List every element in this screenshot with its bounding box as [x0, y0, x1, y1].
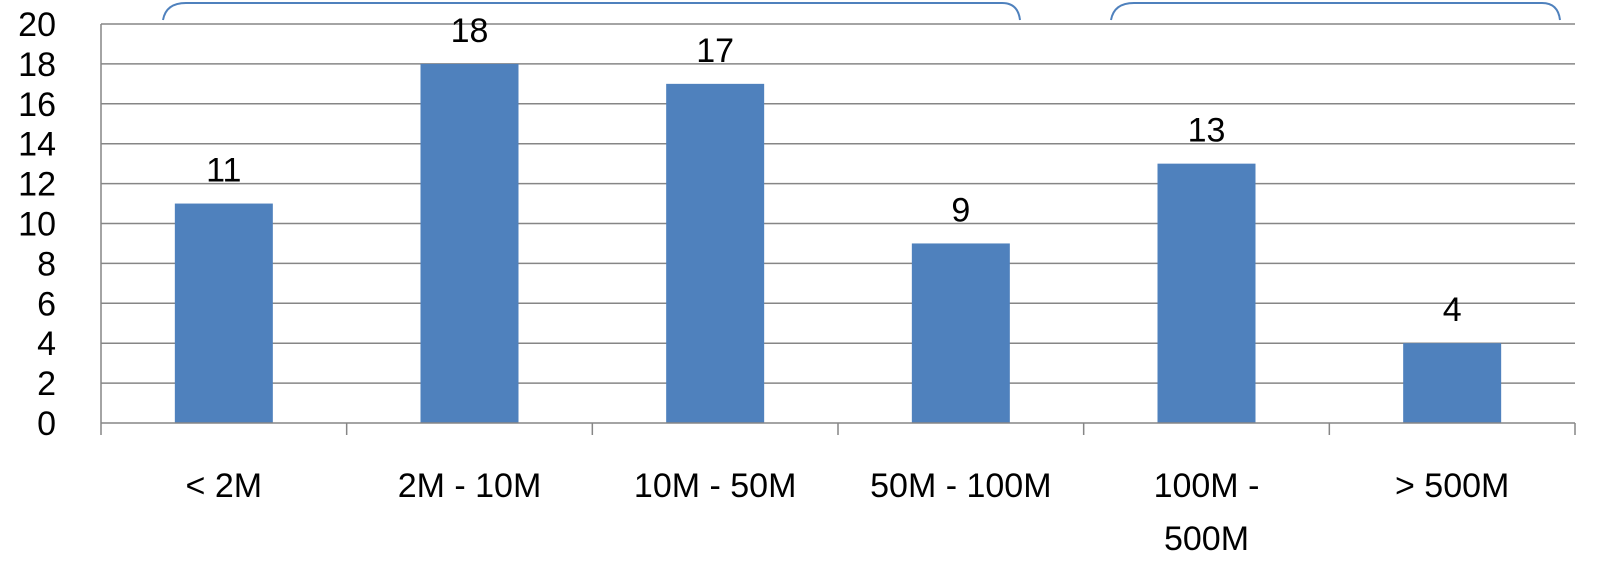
y-tick-label: 10	[18, 206, 56, 244]
x-axis-category-labels: < 2M 2M - 10M 10M - 50M 50M - 100M 100M - 500…	[186, 467, 1510, 558]
data-label: 4	[1443, 291, 1462, 329]
y-tick-label: 6	[37, 285, 56, 323]
x-category-label: 500M	[1164, 520, 1249, 558]
y-tick-label: 12	[18, 166, 56, 204]
bar	[666, 83, 765, 423]
data-label: 13	[1188, 112, 1226, 150]
x-category-label: > 500M	[1395, 467, 1509, 505]
bar	[1403, 343, 1502, 423]
data-labels: 11 18 17 9 13 4	[206, 12, 1461, 329]
x-category-label: 2M - 10M	[398, 467, 542, 505]
data-label: 11	[206, 152, 241, 190]
data-label: 17	[696, 32, 734, 70]
y-tick-label: 0	[37, 405, 56, 443]
y-tick-label: 16	[18, 86, 56, 124]
bar	[911, 243, 1010, 423]
y-tick-label: 4	[37, 325, 56, 363]
brace-annotations	[162, 2, 1561, 21]
bar	[1157, 163, 1256, 423]
x-category-label: < 2M	[186, 467, 263, 505]
y-tick-label: 8	[37, 245, 56, 283]
data-label: 9	[951, 191, 970, 229]
brace-annotation-right	[1110, 2, 1561, 21]
data-label: 18	[451, 12, 489, 50]
bar	[174, 203, 273, 423]
x-category-label: 50M - 100M	[870, 467, 1051, 505]
y-tick-label: 20	[18, 6, 56, 44]
x-category-label: 10M - 50M	[634, 467, 797, 505]
y-tick-label: 14	[18, 126, 56, 164]
y-tick-label: 18	[18, 46, 56, 84]
x-category-label: 100M -	[1154, 467, 1260, 505]
gridlines	[101, 23, 1575, 384]
bar	[420, 63, 519, 424]
bars	[174, 63, 1502, 424]
y-tick-label: 2	[37, 365, 56, 403]
brace-annotation-left	[162, 2, 1021, 21]
axes	[100, 24, 1576, 435]
